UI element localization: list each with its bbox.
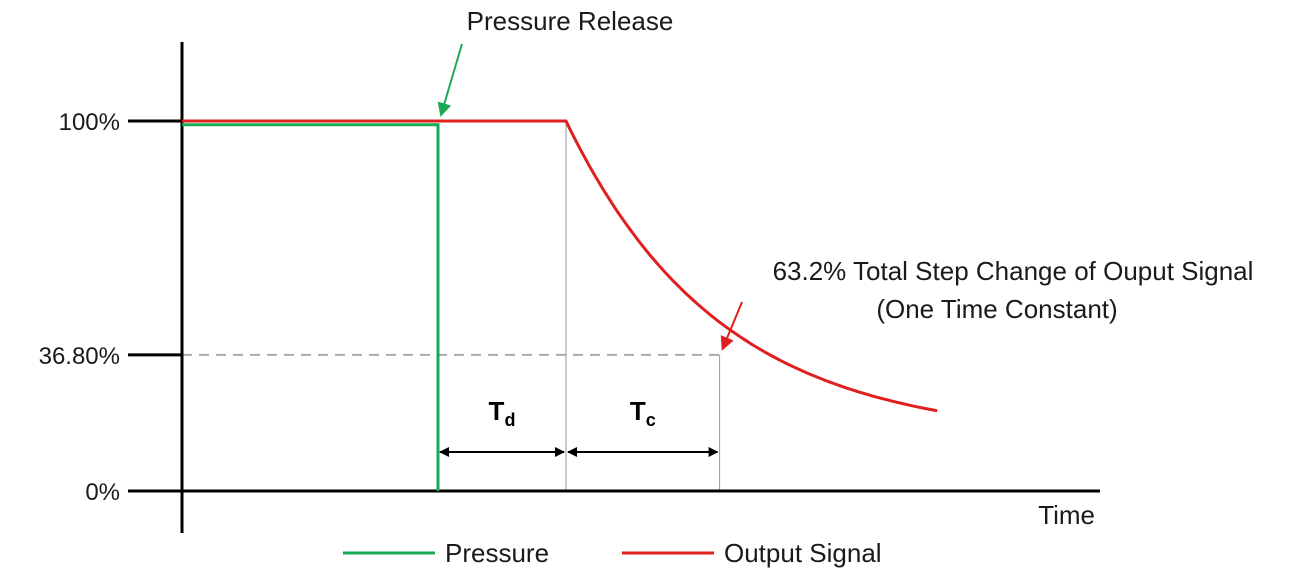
pressure-release-arrow [437,43,463,117]
tc-label: Tc [630,396,656,430]
y-tick-label: 36.80% [39,343,120,370]
time-constant-arrow [720,301,743,351]
guide-lines [182,121,721,491]
time-constant-label-line1: 63.2% Total Step Change of Ouput Signal [773,256,1254,286]
legend-label-1: Output Signal [724,538,882,568]
y-tick-label: 0% [85,479,120,506]
td-label-sub: d [504,410,515,430]
time-constant-label-line2: (One Time Constant) [876,294,1117,324]
interval-markers: Td Tc [439,396,719,457]
legend-label-0: Pressure [445,538,549,568]
td-label: Td [489,396,516,430]
y-tick-label: 100% [59,109,120,136]
axes [128,42,1100,533]
tc-label-sub: c [646,410,656,430]
y-ticks: 0% 36.80% 100% [39,109,182,506]
legend: Pressure Output Signal [343,538,882,568]
series-pressure-line [182,123,440,491]
series [182,119,938,491]
tc-label-main: T [630,396,646,426]
series-output-signal-line [182,119,938,413]
pressure-release-label: Pressure Release [467,6,674,36]
x-axis-label: Time [1038,500,1095,530]
td-label-main: T [489,396,505,426]
